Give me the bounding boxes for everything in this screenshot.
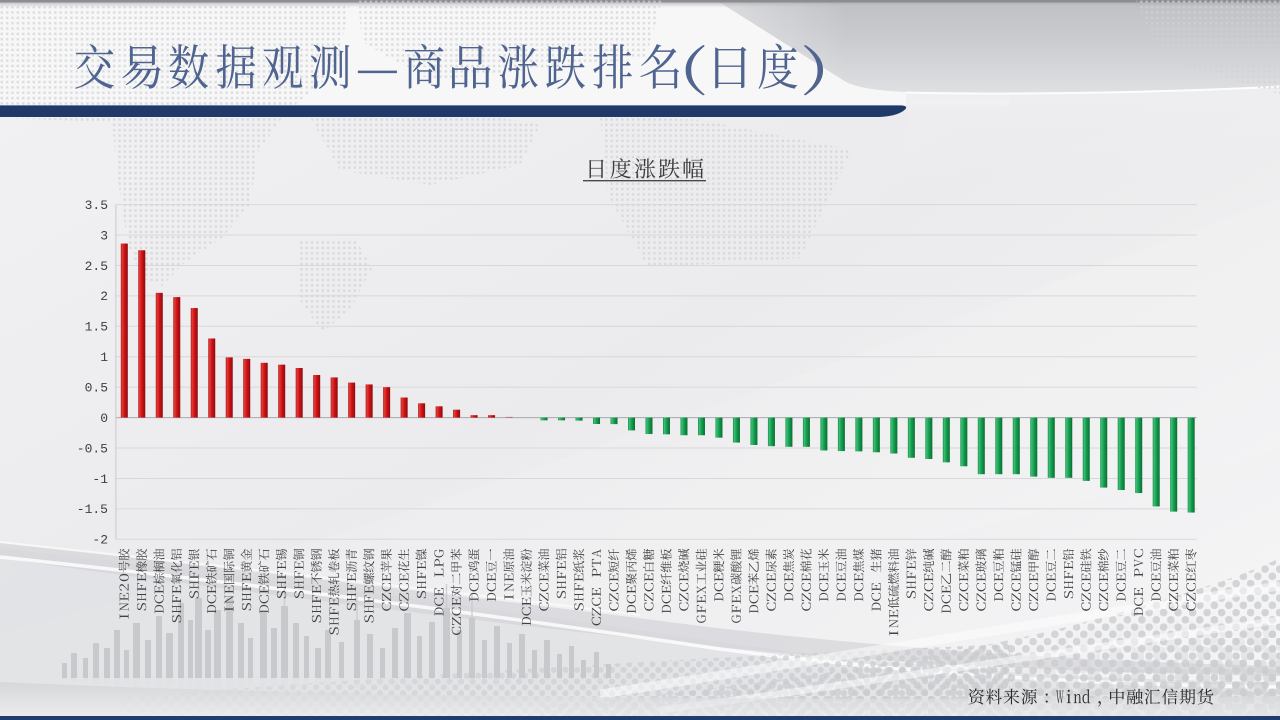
svg-text:-1.5: -1.5 [77,502,108,517]
svg-text:1.5: 1.5 [85,320,108,335]
svg-text:-1: -1 [92,472,108,487]
svg-text:-0.5: -0.5 [77,441,108,456]
svg-text:3.5: 3.5 [85,198,108,213]
svg-text:2: 2 [100,289,108,304]
svg-text:2.5: 2.5 [85,259,108,274]
svg-text:0.5: 0.5 [85,381,108,396]
svg-text:-2: -2 [92,533,108,548]
svg-text:0: 0 [100,411,108,426]
svg-text:3: 3 [100,228,108,243]
svg-text:1: 1 [100,350,108,365]
